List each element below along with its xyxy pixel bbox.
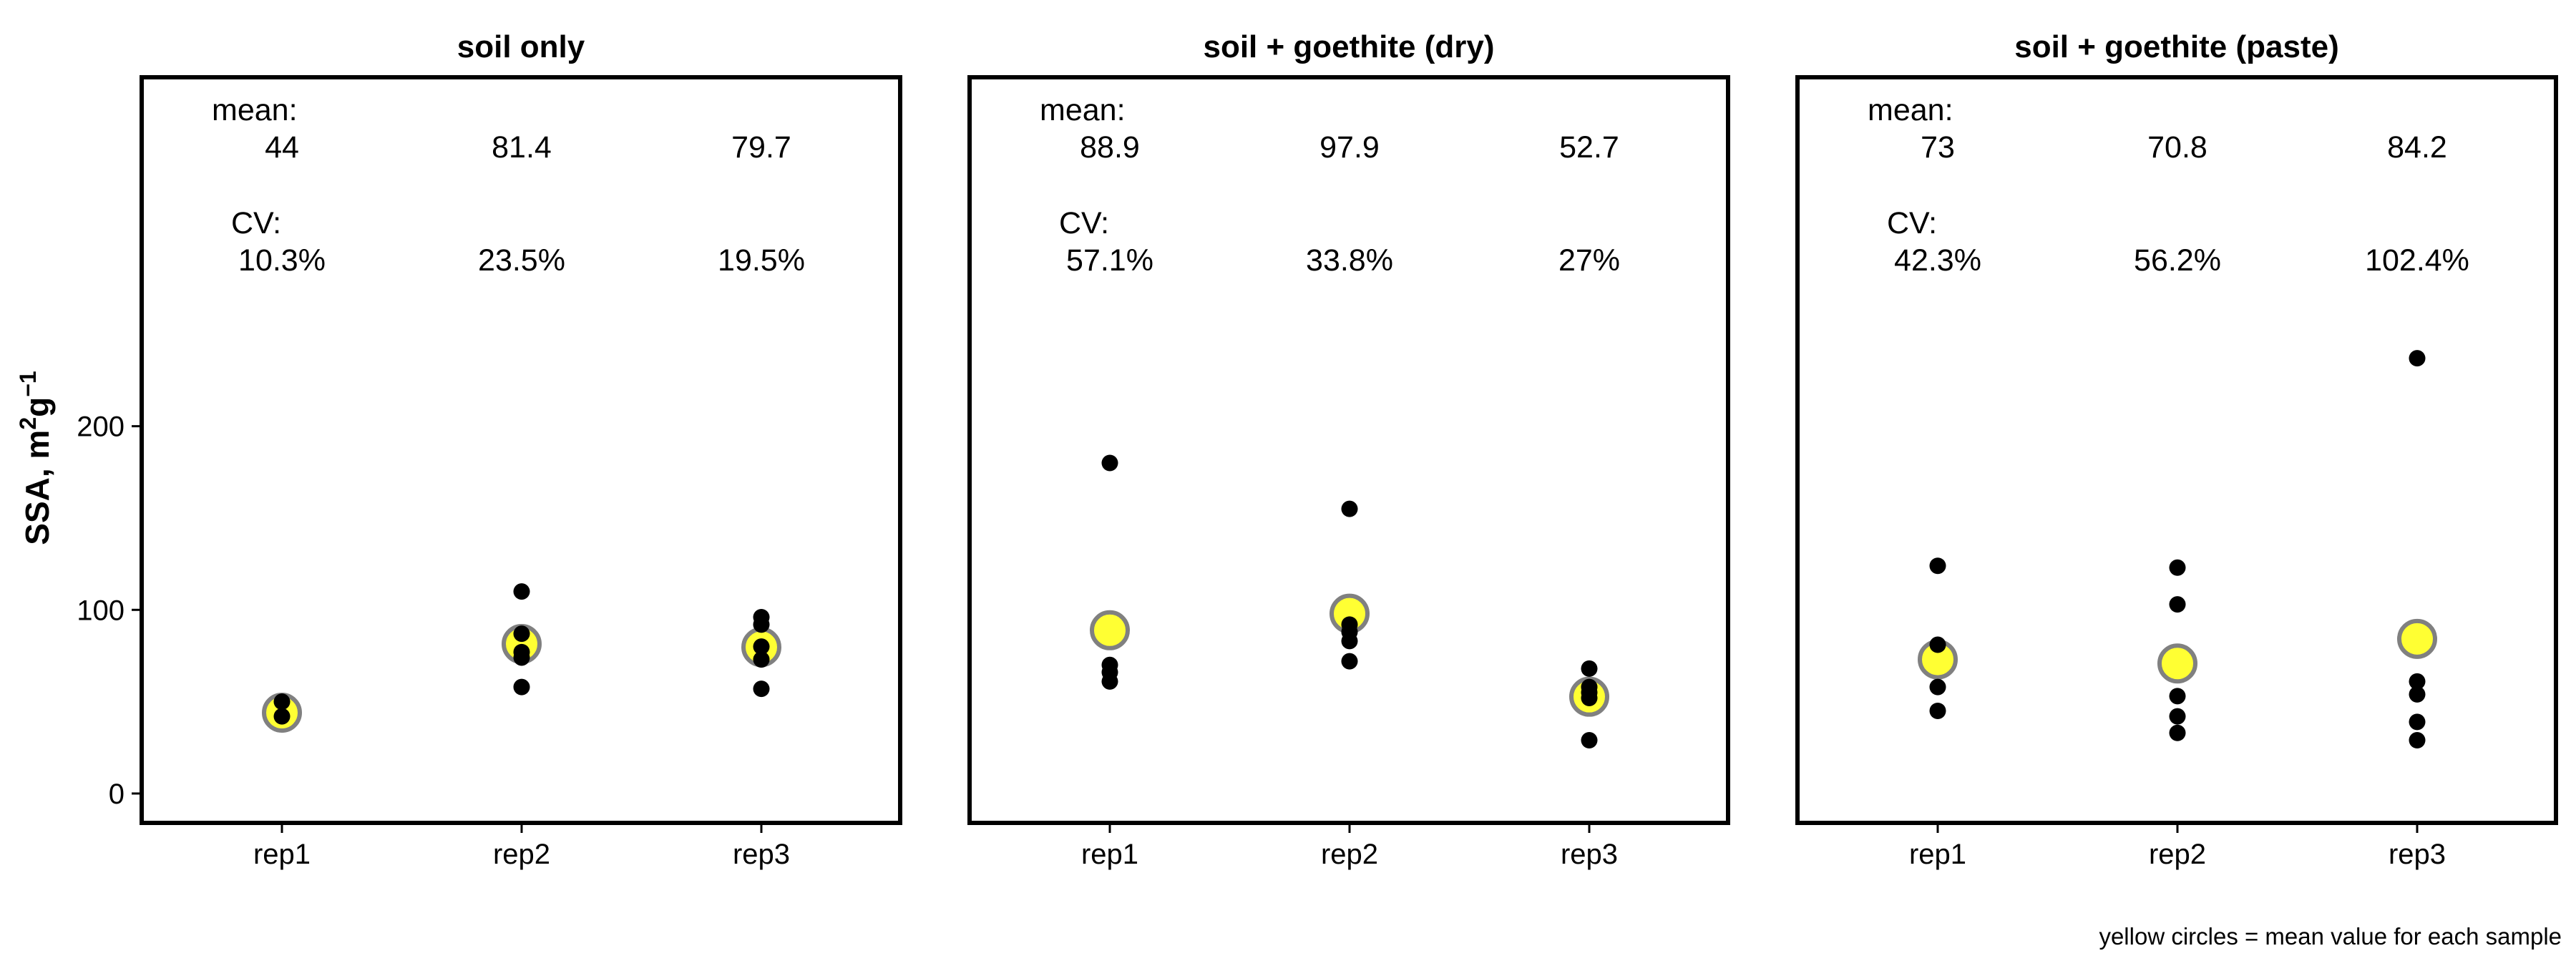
x-tick-label: rep3 (2389, 839, 2446, 870)
y-axis-title-sup2: −1 (15, 371, 41, 396)
data-point (753, 616, 770, 633)
facet-title: soil only (457, 29, 585, 64)
data-point (1581, 660, 1598, 677)
x-tick-label: rep1 (253, 839, 311, 870)
mean-marker (2157, 643, 2197, 684)
facets: soil only mean: CV: rep1 44 10.3% rep2 81.4 23.5… (140, 29, 2558, 870)
mean-value: 81.4 (492, 130, 552, 165)
mean-value: 97.9 (1319, 130, 1380, 165)
cv-value: 42.3% (1894, 243, 1981, 278)
facet-title: soil + goethite (dry) (1203, 29, 1494, 64)
cv-label: CV: (1887, 206, 1937, 240)
data-point (1101, 454, 1118, 472)
data-point (753, 680, 770, 698)
x-tick-label: rep1 (1909, 839, 1966, 870)
x-tick-label: rep1 (1081, 839, 1138, 870)
facet-panel: soil + goethite (dry) mean: CV: rep1 88.9 57.… (967, 29, 1730, 870)
svg-text:SSA, m2g−1: SSA, m2g−1 (15, 371, 56, 545)
data-point (1341, 500, 1358, 517)
data-point (1929, 557, 1946, 575)
data-point (1929, 678, 1946, 696)
mean-label: mean: (212, 93, 298, 127)
data-point (1581, 732, 1598, 749)
cv-value: 33.8% (1306, 243, 1393, 278)
y-axis: 0 100 200 (77, 411, 142, 810)
panel-frame (140, 75, 902, 825)
panel-frame (967, 75, 1730, 825)
data-point (753, 651, 770, 668)
mean-value: 84.2 (2387, 130, 2447, 165)
data-point (1101, 673, 1118, 690)
data-point (1929, 636, 1946, 653)
mean-value: 88.9 (1080, 130, 1140, 165)
data-point (513, 649, 530, 666)
cv-label: CV: (1059, 206, 1109, 240)
x-tick-label: rep3 (733, 839, 790, 870)
mean-value: 52.7 (1559, 130, 1619, 165)
cv-value: 19.5% (718, 243, 805, 278)
y-axis-title-sup1: 2 (15, 417, 41, 430)
data-point (753, 638, 770, 655)
x-tick-label: rep2 (1321, 839, 1378, 870)
data-point (513, 583, 530, 600)
facet-title: soil + goethite (paste) (2014, 29, 2339, 64)
data-point (513, 625, 530, 643)
x-tick-label: rep3 (1561, 839, 1618, 870)
facet-panel: soil only mean: CV: rep1 44 10.3% rep2 81.4 23.5… (140, 29, 902, 870)
caption: yellow circles = mean value for each sam… (2099, 923, 2562, 950)
mean-value: 44 (265, 130, 299, 165)
data-point (2409, 673, 2426, 690)
data-point (2409, 713, 2426, 731)
y-axis-title-base: SSA, m (19, 430, 56, 545)
mean-label: mean: (1868, 93, 1953, 127)
cv-value: 10.3% (238, 243, 326, 278)
data-point (273, 693, 291, 711)
facet-panel: soil + goethite (paste) mean: CV: rep1 73 42.… (1795, 29, 2558, 870)
data-point (2409, 732, 2426, 749)
data-point (513, 678, 530, 696)
data-point (1341, 633, 1358, 650)
y-tick-label: 200 (77, 411, 125, 443)
cv-value: 102.4% (2365, 243, 2469, 278)
y-axis-title-mid: g (19, 397, 56, 417)
data-point (2169, 688, 2186, 705)
mean-value: 70.8 (2147, 130, 2207, 165)
data-point (2409, 350, 2426, 367)
y-tick-label: 100 (77, 595, 125, 626)
data-point (2409, 686, 2426, 703)
y-tick-label: 0 (109, 779, 125, 810)
cv-value: 56.2% (2134, 243, 2221, 278)
mean-label: mean: (1040, 93, 1126, 127)
mean-value: 79.7 (731, 130, 791, 165)
x-tick-label: rep2 (493, 839, 550, 870)
cv-value: 27% (1558, 243, 1620, 278)
data-point (1581, 689, 1598, 706)
data-point (273, 708, 291, 725)
mean-marker (2397, 618, 2437, 659)
y-axis-title: SSA, m2g−1 (15, 371, 56, 545)
cv-value: 57.1% (1066, 243, 1153, 278)
cv-value: 23.5% (478, 243, 565, 278)
mean-value: 73 (1921, 130, 1955, 165)
data-point (2169, 596, 2186, 613)
data-point (1929, 702, 1946, 719)
cv-label: CV: (231, 206, 281, 240)
mean-marker (1090, 610, 1130, 650)
data-point (2169, 724, 2186, 741)
x-tick-label: rep2 (2149, 839, 2206, 870)
data-point (1341, 653, 1358, 670)
data-point (2169, 708, 2186, 725)
data-point (2169, 559, 2186, 576)
